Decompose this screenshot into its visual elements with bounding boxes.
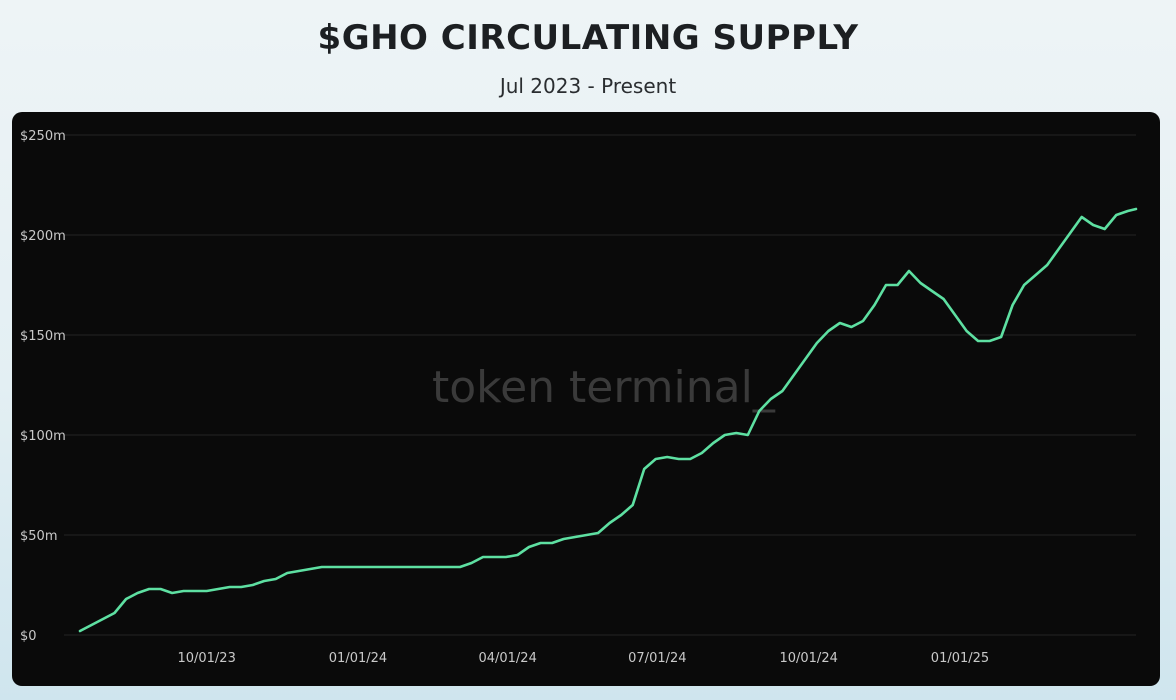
y-tick-label: $100m [20,429,66,444]
y-tick-label: $0 [20,629,37,644]
x-tick-label: 10/01/24 [779,651,837,666]
x-tick-label: 04/01/24 [478,651,536,666]
y-tick-label: $50m [20,529,57,544]
y-tick-label: $150m [20,329,66,344]
x-tick-label: 10/01/23 [177,651,235,666]
x-tick-label: 07/01/24 [628,651,686,666]
chart-panel: token terminal_ $0 $50m $100m $150m $200m $25… [12,112,1160,686]
x-axis: 10/01/23 01/01/24 04/01/24 07/01/24 10/01/24… [177,651,989,666]
series-layer [78,207,1138,633]
watermark-text: token terminal_ [432,362,776,413]
x-tick-label: 01/01/25 [931,651,989,666]
grid-lines [64,134,1136,636]
x-tick-label: 01/01/24 [329,651,387,666]
y-tick-label: $250m [20,129,66,144]
chart-subtitle: Jul 2023 - Present [499,74,677,98]
y-tick-label: $200m [20,229,66,244]
line-chart: token terminal_ $0 $50m $100m $150m $200m $25… [20,129,1138,666]
chart-title: $GHO CIRCULATING SUPPLY [317,18,859,58]
y-axis: $0 $50m $100m $150m $200m $250m [20,129,66,644]
series-line-gho-supply [78,207,1138,633]
